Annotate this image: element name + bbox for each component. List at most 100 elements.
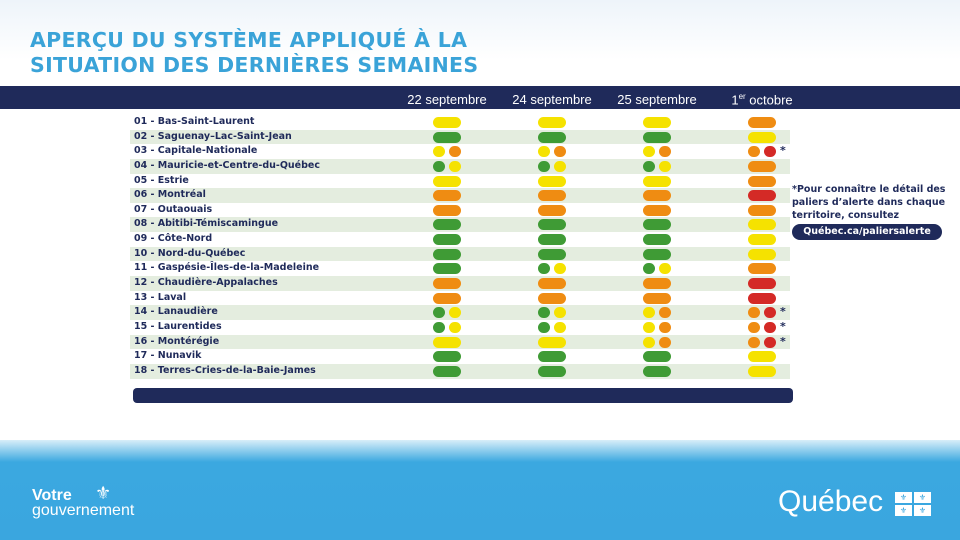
status-cell [538, 219, 566, 231]
date-col-3: 25 septembre [617, 92, 697, 107]
status-cell [538, 131, 566, 143]
status-vert-pill [433, 219, 461, 231]
table-row: 18 - Terres-Cries-de-la-Baie-James [130, 363, 790, 379]
status-jaune-pill [538, 117, 566, 128]
status-orange-dot [748, 146, 760, 158]
region-label: 06 - Montréal [134, 189, 206, 201]
status-cell [538, 321, 566, 333]
status-cell [538, 146, 566, 158]
status-vert-pill [643, 219, 671, 231]
status-vert-dot [538, 307, 550, 319]
status-cell [643, 146, 671, 158]
status-cell [748, 117, 776, 128]
status-jaune-dot [554, 321, 566, 333]
table-row: 13 - Laval [130, 291, 790, 306]
page-title: APERÇU DU SYSTÈME APPLIQUÉ À LA SITUATIO… [30, 28, 478, 78]
status-cell [643, 160, 671, 172]
status-orange-pill [643, 190, 671, 202]
status-cell [538, 160, 566, 172]
status-vert-pill [433, 351, 461, 363]
table-row: 01 - Bas-Saint-Laurent [130, 115, 790, 130]
region-label: 04 - Mauricie-et-Centre-du-Québec [134, 159, 321, 171]
region-label: 14 - Lanaudière [134, 306, 218, 318]
status-orange-pill [433, 292, 461, 304]
status-cell [538, 234, 566, 246]
status-jaune-pill [748, 351, 776, 363]
asterisk-marker: * [780, 144, 786, 158]
status-jaune-dot [643, 336, 655, 348]
status-jaune-dot [449, 160, 461, 172]
table-row: 07 - Outaouais [130, 203, 790, 218]
status-jaune-pill [433, 117, 461, 128]
status-vert-dot [643, 160, 655, 172]
status-vert-dot [643, 263, 655, 275]
quebec-flag-icon: ⚜ ⚜ ⚜ ⚜ [895, 492, 931, 516]
status-vert-dot [538, 160, 550, 172]
table-row: 11 - Gaspésie-Îles-de-la-Madeleine [130, 261, 790, 276]
status-cell [748, 190, 776, 202]
status-cell [748, 219, 776, 231]
status-cell [433, 336, 461, 348]
status-cell [643, 219, 671, 231]
status-jaune-pill [643, 175, 671, 187]
asterisk-marker: * [780, 334, 786, 348]
status-cell [643, 307, 671, 319]
status-vert-pill [538, 365, 566, 377]
status-jaune-pill [748, 219, 776, 231]
status-vert-pill [433, 263, 461, 275]
status-cell [433, 351, 461, 363]
status-vert-pill [433, 365, 461, 377]
status-orange-pill [433, 190, 461, 202]
status-orange-pill [748, 204, 776, 216]
status-jaune-pill [643, 117, 671, 128]
date-col-2: 24 septembre [512, 92, 592, 107]
status-cell [748, 234, 776, 246]
status-cell [538, 204, 566, 216]
status-jaune-dot [449, 321, 461, 333]
region-label: 16 - Montérégie [134, 335, 220, 347]
status-jaune-pill [748, 234, 776, 246]
status-orange-pill [748, 160, 776, 172]
status-orange-pill [538, 190, 566, 202]
status-cell [643, 175, 671, 187]
status-vert-pill [538, 248, 566, 260]
table-row: 12 - Chaudière-Appalaches [130, 276, 790, 291]
status-orange-pill [433, 278, 461, 290]
table-row: 17 - Nunavik [130, 349, 790, 364]
status-cell [748, 307, 776, 319]
status-orange-dot [748, 336, 760, 348]
status-cell [643, 278, 671, 290]
status-orange-dot [554, 146, 566, 158]
asterisk-marker: * [780, 305, 786, 319]
status-cell [748, 131, 776, 143]
status-cell [433, 365, 461, 377]
region-label: 12 - Chaudière-Appalaches [134, 277, 278, 289]
status-cell [433, 234, 461, 246]
region-label: 11 - Gaspésie-Îles-de-la-Madeleine [134, 262, 320, 274]
table-row: 02 - Saguenay–Lac-Saint-Jean [130, 129, 790, 145]
status-cell [748, 204, 776, 216]
status-cell [643, 131, 671, 143]
status-jaune-pill [538, 336, 566, 348]
status-vert-dot [433, 307, 445, 319]
status-cell [538, 263, 566, 275]
region-label: 07 - Outaouais [134, 203, 213, 215]
status-cell [538, 336, 566, 348]
status-vert-pill [433, 248, 461, 260]
status-orange-pill [748, 175, 776, 187]
status-jaune-dot [538, 146, 550, 158]
status-orange-dot [449, 146, 461, 158]
status-cell [433, 175, 461, 187]
region-label: 17 - Nunavik [134, 350, 202, 362]
status-orange-pill [538, 278, 566, 290]
status-cell [643, 365, 671, 377]
table-row: 14 - Lanaudière * [130, 305, 790, 320]
status-cell [643, 263, 671, 275]
status-cell [538, 117, 566, 128]
quebec-logo: Québec [778, 485, 884, 518]
status-cell [643, 234, 671, 246]
paliers-alerte-link[interactable]: Québec.ca/paliersalerte [792, 224, 942, 240]
status-cell [433, 292, 461, 304]
footnote: *Pour connaître le détail des paliers d’… [792, 184, 946, 221]
status-cell [433, 131, 461, 143]
